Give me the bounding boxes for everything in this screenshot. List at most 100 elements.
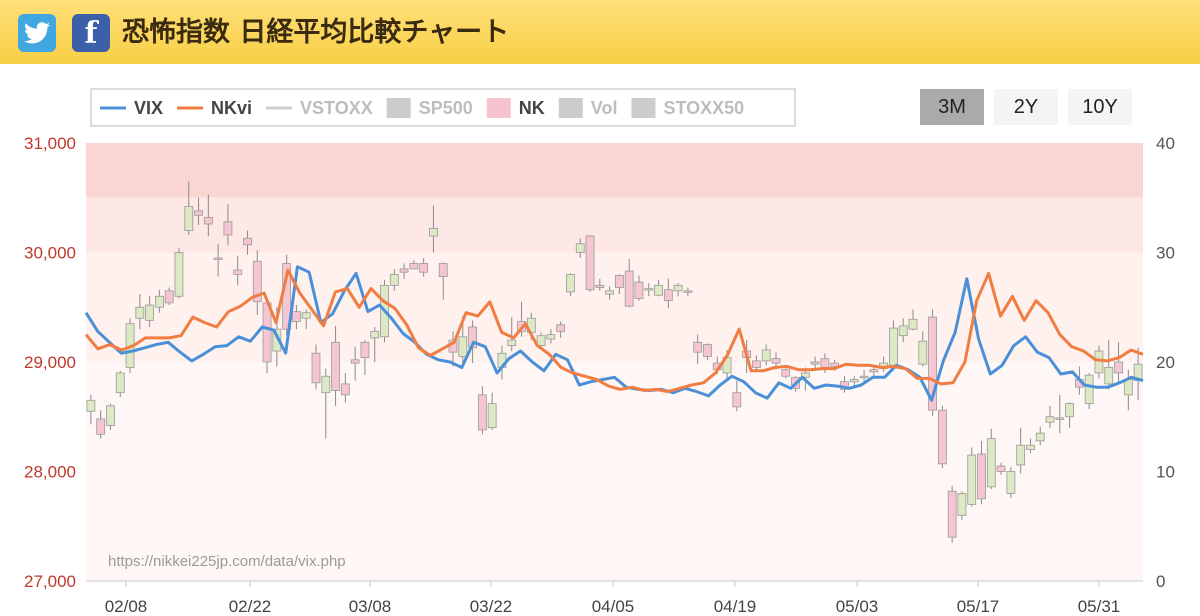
candle-body bbox=[243, 237, 252, 246]
candle-body bbox=[1035, 432, 1045, 442]
legend-box bbox=[90, 88, 796, 127]
facebook-f-icon: f bbox=[84, 15, 98, 51]
legend-label: NKvi bbox=[211, 98, 252, 118]
band-3 bbox=[86, 362, 1143, 581]
candle-body bbox=[859, 375, 869, 379]
candle-body bbox=[889, 327, 898, 366]
chart-legend: VIX NKvi VSTOXX SP500 NK Vol STOXX50 bbox=[90, 88, 796, 127]
facebook-share-button[interactable]: f bbox=[72, 14, 110, 52]
candle-body bbox=[311, 352, 321, 384]
period-10y-button[interactable]: 10Y bbox=[1068, 89, 1132, 125]
candle-body bbox=[556, 324, 566, 332]
period-selector: 3M 2Y 10Y bbox=[920, 89, 1132, 125]
candle-body bbox=[1045, 416, 1055, 423]
candle-body bbox=[624, 270, 634, 307]
period-3m-button[interactable]: 3M bbox=[920, 89, 984, 125]
candle-body bbox=[810, 361, 820, 365]
y-left-tick-label: 28,000 bbox=[24, 463, 76, 482]
twitter-share-button[interactable] bbox=[18, 14, 56, 52]
candle-body bbox=[1006, 471, 1016, 494]
candle-body bbox=[1065, 403, 1074, 418]
candle-body bbox=[947, 490, 957, 538]
legend-item-vstoxx[interactable]: VSTOXX bbox=[266, 98, 373, 118]
legend-item-vol[interactable]: Vol bbox=[558, 98, 618, 118]
candle-body bbox=[233, 269, 243, 275]
y-left-tick-label: 27,000 bbox=[24, 572, 76, 591]
candle-body bbox=[135, 306, 145, 319]
candle-body bbox=[262, 302, 272, 363]
candle-body bbox=[937, 409, 947, 465]
page-title: 恐怖指数 日経平均比較チャート bbox=[122, 17, 510, 48]
source-watermark: https://nikkei225jp.com/data/vix.php bbox=[108, 553, 346, 570]
candle-body bbox=[86, 399, 96, 412]
y-left-tick-label: 30,000 bbox=[24, 244, 76, 263]
candle-body bbox=[174, 252, 184, 297]
candle-body bbox=[761, 349, 771, 362]
series-line-vix bbox=[84, 265, 1144, 402]
candle-body bbox=[213, 257, 223, 260]
legend-item-sp500[interactable]: SP500 bbox=[386, 98, 473, 118]
legend-item-nkvi[interactable]: NKvi bbox=[177, 98, 252, 118]
candle-body bbox=[389, 273, 399, 286]
candle-body bbox=[820, 358, 830, 368]
x-tick-label: 04/05 bbox=[592, 597, 635, 616]
candle-body bbox=[438, 263, 448, 277]
candle-body bbox=[683, 290, 693, 293]
candle-body bbox=[115, 372, 125, 394]
page-header: f 恐怖指数 日経平均比較チャート bbox=[0, 0, 1200, 65]
x-tick-label: 03/08 bbox=[349, 597, 392, 616]
candle-body bbox=[1055, 417, 1065, 420]
candle-body bbox=[732, 392, 742, 408]
candle-body bbox=[595, 284, 605, 288]
candle-body bbox=[566, 273, 575, 293]
candle-body bbox=[908, 318, 918, 330]
candle-body bbox=[1026, 444, 1035, 451]
legend-label: NK bbox=[519, 98, 545, 118]
candle-body bbox=[409, 263, 419, 270]
candle-body bbox=[634, 281, 644, 299]
candle-body bbox=[1016, 444, 1026, 466]
candle-body bbox=[928, 316, 937, 411]
series-line-nkvi bbox=[84, 268, 1144, 394]
candle-body bbox=[203, 217, 213, 225]
candle-body bbox=[703, 344, 712, 357]
candle-body bbox=[605, 290, 615, 295]
candle-body bbox=[585, 235, 595, 291]
candle-body bbox=[145, 304, 155, 321]
twitter-bird-icon bbox=[24, 22, 50, 44]
candle-body bbox=[536, 335, 546, 346]
candle-body bbox=[487, 403, 497, 429]
band-0 bbox=[86, 143, 1143, 198]
candle-body bbox=[546, 334, 556, 340]
candle-body bbox=[96, 418, 106, 435]
candle-body bbox=[350, 359, 360, 364]
candle-body bbox=[986, 438, 996, 488]
legend-item-stoxx50[interactable]: STOXX50 bbox=[631, 98, 744, 118]
y-right-tick-label: 40 bbox=[1156, 134, 1175, 153]
candle-body bbox=[1084, 374, 1094, 405]
candle-body bbox=[194, 210, 203, 216]
y-right-tick-label: 20 bbox=[1156, 353, 1175, 372]
candle-body bbox=[898, 325, 908, 337]
candle-body bbox=[331, 341, 340, 391]
legend-item-nk[interactable]: NK bbox=[486, 98, 545, 118]
candle-body bbox=[977, 453, 986, 500]
candle-body bbox=[800, 372, 810, 378]
x-tick-label: 04/19 bbox=[714, 597, 757, 616]
candle-body bbox=[1123, 379, 1133, 396]
candle-body bbox=[340, 383, 350, 396]
candle-body bbox=[752, 360, 761, 368]
candle-body bbox=[663, 289, 673, 302]
legend-item-vix[interactable]: VIX bbox=[100, 98, 163, 118]
candle-body bbox=[458, 336, 468, 357]
candle-body bbox=[967, 454, 977, 505]
y-right-tick-label: 0 bbox=[1156, 572, 1165, 591]
candle-body bbox=[614, 275, 624, 288]
candle-body bbox=[223, 221, 233, 236]
candle-body bbox=[644, 288, 654, 291]
candle-body bbox=[849, 379, 859, 383]
x-tick-label: 02/08 bbox=[105, 597, 148, 616]
candle-body bbox=[164, 290, 174, 304]
period-2y-button[interactable]: 2Y bbox=[994, 89, 1058, 125]
